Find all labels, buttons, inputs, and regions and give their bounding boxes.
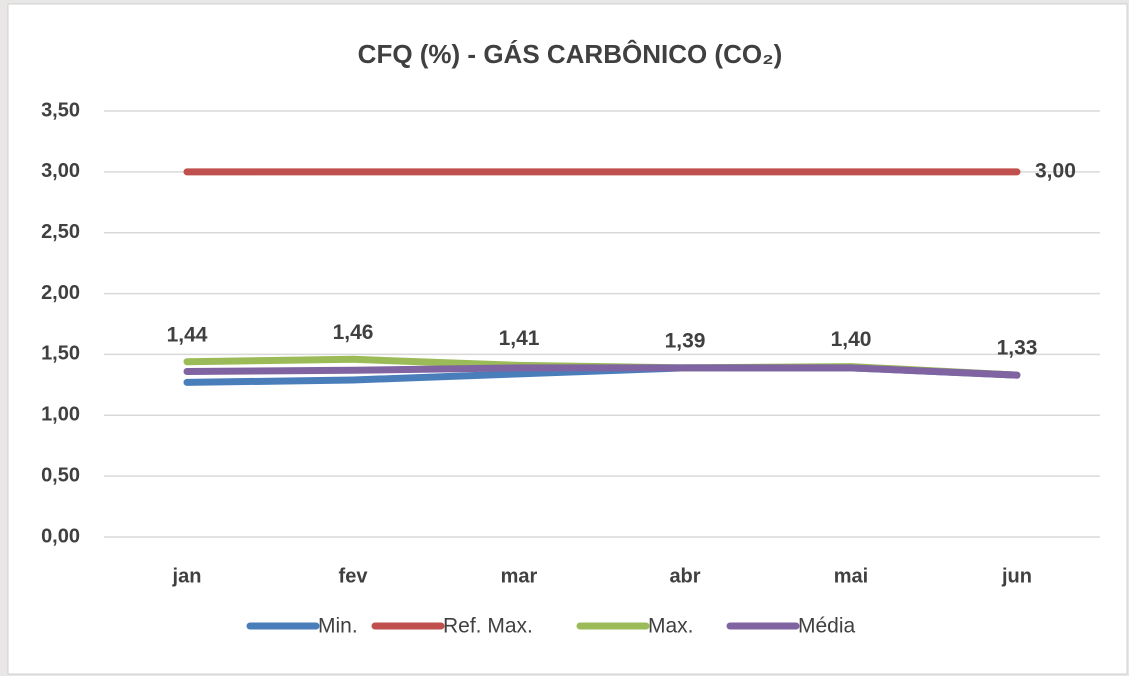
legend-label: Média: [798, 615, 856, 638]
data-label: 1,40: [831, 328, 872, 351]
y-tick-label: 0,00: [41, 525, 80, 547]
data-label: 1,39: [665, 329, 706, 352]
x-tick-label: jan: [172, 565, 202, 587]
y-tick-label: 3,50: [41, 99, 80, 121]
line-series: [183, 364, 1021, 379]
legend-label: Max.: [648, 615, 694, 638]
data-label: 1,41: [499, 327, 540, 350]
chart-frame: [7, 3, 1128, 675]
data-label: 1,44: [167, 323, 208, 346]
y-tick-label: 1,50: [41, 343, 80, 365]
legend-label: Ref. Max.: [443, 615, 533, 638]
x-tick-label: abr: [669, 565, 700, 587]
x-tick-label: mai: [834, 565, 868, 587]
y-tick-label: 2,50: [41, 221, 80, 243]
data-label: 1,46: [333, 321, 374, 344]
x-tick-label: fev: [339, 565, 369, 587]
x-tick-label: mar: [501, 565, 538, 587]
data-label: 1,33: [997, 337, 1038, 360]
chart-title: CFQ (%) - GÁS CARBÔNICO (CO₂): [358, 39, 783, 69]
y-tick-label: 0,50: [41, 464, 80, 486]
y-tick-label: 3,00: [41, 160, 80, 182]
legend-label: Min.: [318, 615, 358, 638]
y-tick-label: 1,00: [41, 404, 80, 426]
data-label: 3,00: [1035, 159, 1076, 182]
x-tick-label: jun: [1001, 565, 1032, 587]
y-tick-label: 2,00: [41, 282, 80, 304]
